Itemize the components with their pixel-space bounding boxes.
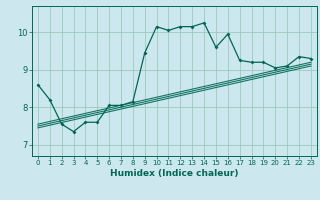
- X-axis label: Humidex (Indice chaleur): Humidex (Indice chaleur): [110, 169, 239, 178]
